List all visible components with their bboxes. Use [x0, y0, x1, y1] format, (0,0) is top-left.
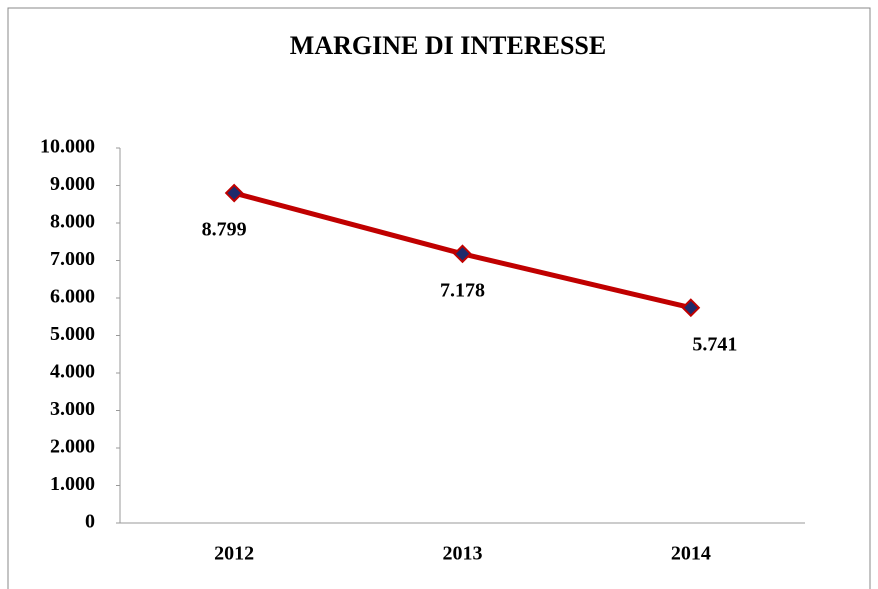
x-tick-label: 2014 — [671, 543, 711, 565]
x-tick-label: 2013 — [443, 543, 483, 565]
y-tick-label: 8.000 — [50, 211, 95, 233]
marker — [453, 244, 472, 264]
y-tick-label: 1.000 — [50, 473, 95, 495]
data-label: 8.799 — [202, 219, 247, 241]
y-tick-label: 4.000 — [50, 361, 95, 383]
y-tick-label: 6.000 — [50, 286, 95, 308]
marker — [681, 298, 701, 318]
marker — [224, 183, 244, 203]
x-tick-label: 2012 — [214, 543, 254, 565]
chart-title: MARGINE DI INTERESSE — [290, 31, 606, 60]
y-tick-label: 10.000 — [40, 136, 95, 158]
y-tick-label: 9.000 — [50, 173, 95, 195]
y-tick-label: 3.000 — [50, 398, 95, 420]
y-tick-label: 2.000 — [50, 436, 95, 458]
y-tick-label: 7.000 — [50, 248, 95, 270]
data-label: 5.741 — [692, 333, 737, 355]
chart-frame — [7, 7, 871, 589]
y-tick-label: 5.000 — [50, 323, 95, 345]
y-tick-label: 0 — [85, 511, 95, 533]
data-label: 7.178 — [440, 279, 485, 301]
